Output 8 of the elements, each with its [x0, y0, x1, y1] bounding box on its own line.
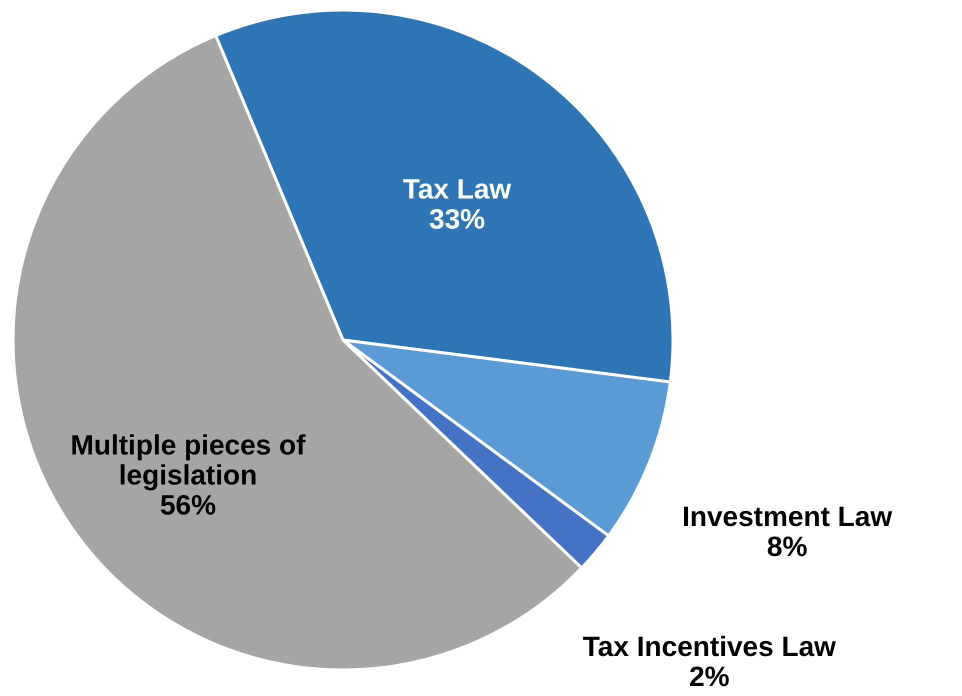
slice-label: Investment Law	[682, 501, 892, 532]
slice-label: Tax Law	[402, 173, 512, 204]
data-label: 2%	[689, 660, 730, 692]
data-label: 33%	[428, 203, 486, 234]
slice-label: Tax Incentives Law	[582, 630, 836, 662]
data-label: 56%	[160, 490, 216, 521]
slice-label: Multiple pieces of legislation	[70, 430, 306, 491]
data-label: 8%	[766, 531, 808, 562]
